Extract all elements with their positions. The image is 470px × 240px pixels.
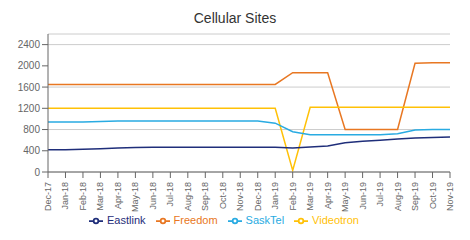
svg-text:1200: 1200: [18, 103, 41, 114]
svg-text:400: 400: [23, 145, 40, 156]
svg-text:May-19: May-19: [340, 182, 350, 212]
html-text:Eastlink: Eastlink: [107, 214, 146, 226]
html-text:Cellular Sites: Cellular Sites: [193, 10, 277, 26]
svg-text:Apr-19: Apr-19: [323, 182, 333, 209]
svg-text:2000: 2000: [18, 60, 41, 71]
svg-text:Jul-18: Jul-18: [165, 182, 175, 207]
svg-text:Dec-18: Dec-18: [253, 182, 263, 211]
svg-text:Oct-19: Oct-19: [428, 182, 438, 209]
svg-text:Feb-18: Feb-18: [78, 182, 88, 211]
svg-text:2400: 2400: [18, 39, 41, 50]
svg-text:Nov-19: Nov-19: [445, 182, 455, 211]
svg-text:Jul-19: Jul-19: [375, 182, 385, 207]
svg-text:Jan-18: Jan-18: [60, 182, 70, 210]
html-text:Freedom: Freedom: [173, 214, 218, 226]
svg-text:1600: 1600: [18, 82, 41, 93]
svg-text:Apr-18: Apr-18: [113, 182, 123, 209]
svg-text:Nov-18: Nov-18: [235, 182, 245, 211]
svg-text:0: 0: [34, 167, 40, 178]
svg-text:Sep-18: Sep-18: [200, 182, 210, 211]
svg-text:Mar-19: Mar-19: [305, 182, 315, 211]
svg-text:May-18: May-18: [130, 182, 140, 212]
html-text:SaskTel: SaskTel: [245, 214, 285, 226]
svg-text:Jun-18: Jun-18: [148, 182, 158, 210]
svg-text:Mar-18: Mar-18: [95, 182, 105, 211]
svg-text:Jun-19: Jun-19: [358, 182, 368, 210]
svg-text:Feb-19: Feb-19: [288, 182, 298, 211]
svg-text:Aug-18: Aug-18: [183, 182, 193, 211]
svg-text:800: 800: [23, 124, 40, 135]
svg-text:Dec-17: Dec-17: [43, 182, 53, 211]
svg-text:Oct-18: Oct-18: [218, 182, 228, 209]
svg-text:Jan-19: Jan-19: [270, 182, 280, 210]
svg-text:Aug-19: Aug-19: [393, 182, 403, 211]
svg-text:Sep-19: Sep-19: [410, 182, 420, 211]
html-text:Videotron: Videotron: [312, 214, 359, 226]
